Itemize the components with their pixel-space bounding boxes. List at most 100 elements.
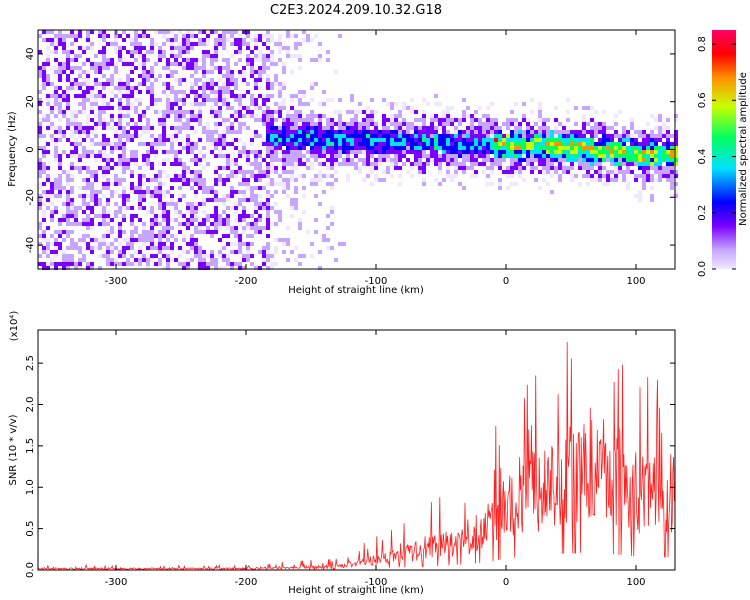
heatmap-cell [162,134,166,138]
heatmap-cell [550,190,554,194]
heatmap-cell [90,42,94,46]
heatmap-cell [54,94,58,98]
heatmap-cell [534,178,538,182]
heatmap-cell [122,46,126,50]
x-tick-label: -200 [235,577,258,588]
heatmap-cell [110,42,114,46]
heatmap-cell [70,78,74,82]
heatmap-cell [462,186,466,190]
heatmap-cell [218,154,222,158]
heatmap-cell [278,218,282,222]
heatmap-cell [270,142,274,146]
heatmap-cell [598,178,602,182]
heatmap-cell [422,134,426,138]
heatmap-cell [154,242,158,246]
heatmap-cell [474,134,478,138]
heatmap-cell [122,254,126,258]
heatmap-cell [618,158,622,162]
heatmap-cell [374,142,378,146]
heatmap-cell [562,142,566,146]
heatmap-cell [662,142,666,146]
heatmap-cell [502,158,506,162]
heatmap-cell [622,134,626,138]
heatmap-cell [338,134,342,138]
heatmap-cell [214,126,218,130]
heatmap-cell [470,126,474,130]
heatmap-cell [58,158,62,162]
heatmap-cell [482,146,486,150]
heatmap-cell [214,166,218,170]
y-tick-label: 0 [25,146,36,152]
heatmap-cell [114,122,118,126]
heatmap-cell [194,202,198,206]
heatmap-cell [170,162,174,166]
heatmap-cell [486,174,490,178]
heatmap-cell [106,250,110,254]
heatmap-cell [538,186,542,190]
heatmap-cell [166,202,170,206]
heatmap-cell [490,102,494,106]
heatmap-cell [106,254,110,258]
heatmap-cell [542,150,546,154]
heatmap-cell [214,30,218,34]
heatmap-cell [230,122,234,126]
heatmap-cell [286,238,290,242]
heatmap-cell [230,74,234,78]
heatmap-cell [554,166,558,170]
heatmap-cell [402,134,406,138]
heatmap-cell [514,118,518,122]
heatmap-cell [74,218,78,222]
heatmap-cell [146,162,150,166]
heatmap-cell [278,130,282,134]
heatmap-cell [106,102,110,106]
heatmap-cell [290,130,294,134]
heatmap-cell [58,166,62,170]
heatmap-cell [206,38,210,42]
heatmap-cell [94,214,98,218]
heatmap-cell [578,138,582,142]
heatmap-cell [154,174,158,178]
heatmap-cell [598,166,602,170]
heatmap-cell [246,42,250,46]
heatmap-cell [458,118,462,122]
heatmap-cell [578,154,582,158]
heatmap-cell [70,166,74,170]
heatmap-cell [90,142,94,146]
heatmap-cell [302,126,306,130]
heatmap-cell [638,134,642,138]
heatmap-cell [94,194,98,198]
heatmap-cell [66,214,70,218]
heatmap-cell [458,154,462,158]
heatmap-cell [638,130,642,134]
heatmap-cell [614,154,618,158]
heatmap-cell [86,122,90,126]
heatmap-cell [42,166,46,170]
heatmap-cell [146,122,150,126]
heatmap-cell [174,114,178,118]
heatmap-cell [650,134,654,138]
heatmap-cell [446,158,450,162]
colorbar-tick-label: 0.8 [697,36,708,52]
heatmap-cell [506,166,510,170]
heatmap-cell [582,142,586,146]
heatmap-cell [242,170,246,174]
heatmap-cell [398,134,402,138]
heatmap-cell [186,202,190,206]
heatmap-cell [46,262,50,266]
heatmap-cell [130,126,134,130]
heatmap-cell [174,38,178,42]
heatmap-cell [238,166,242,170]
heatmap-cell [670,170,674,174]
heatmap-cell [202,54,206,58]
heatmap-cell [362,122,366,126]
heatmap-cell [186,138,190,142]
heatmap-cell [238,190,242,194]
heatmap-cell [294,150,298,154]
heatmap-cell [170,218,174,222]
heatmap-cell [302,94,306,98]
heatmap-cell [442,138,446,142]
heatmap-cell [426,134,430,138]
heatmap-cell [674,154,678,158]
heatmap-cell [162,266,166,270]
heatmap-cell [322,190,326,194]
